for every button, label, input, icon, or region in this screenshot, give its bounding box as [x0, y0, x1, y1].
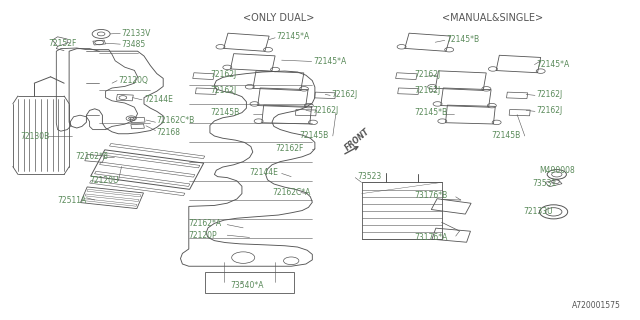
Text: 72144E: 72144E: [144, 95, 173, 104]
Text: 73540*A: 73540*A: [230, 281, 264, 290]
Text: FRONT: FRONT: [344, 127, 372, 153]
Text: 73176*B: 73176*B: [415, 191, 448, 200]
Text: 72162F: 72162F: [275, 144, 303, 153]
Text: 72145*B: 72145*B: [447, 35, 480, 44]
Text: <ONLY DUAL>: <ONLY DUAL>: [243, 12, 314, 23]
Text: 72145*B: 72145*B: [415, 108, 448, 117]
Text: 72168: 72168: [157, 128, 181, 137]
Text: 72145*A: 72145*A: [314, 57, 347, 66]
Text: 72162*B: 72162*B: [76, 152, 109, 161]
Text: 72145B: 72145B: [300, 131, 329, 140]
Text: 73523: 73523: [357, 172, 381, 181]
Text: 72152F: 72152F: [48, 39, 76, 48]
Text: <MANUAL&SINGLE>: <MANUAL&SINGLE>: [442, 12, 543, 23]
Text: 72162J: 72162J: [210, 70, 236, 79]
Text: 72133U: 72133U: [524, 207, 553, 216]
Text: 72162J: 72162J: [536, 106, 563, 115]
Text: 72162C*B: 72162C*B: [157, 116, 195, 125]
Text: 72120P: 72120P: [189, 231, 218, 240]
Text: 72162J: 72162J: [312, 106, 339, 115]
Text: 72162C*A: 72162C*A: [272, 188, 310, 197]
Text: A720001575: A720001575: [572, 301, 621, 310]
Text: 72162*A: 72162*A: [189, 219, 222, 228]
Text: 72162J: 72162J: [210, 86, 236, 95]
Text: 73176*A: 73176*A: [415, 233, 448, 242]
Text: 72162J: 72162J: [415, 86, 441, 95]
Text: 72130B: 72130B: [20, 132, 50, 140]
Text: 73531: 73531: [532, 179, 557, 188]
Text: 72145B: 72145B: [492, 131, 521, 140]
Text: 72162J: 72162J: [415, 70, 441, 79]
Text: 72144E: 72144E: [250, 168, 278, 177]
Text: 72120Q: 72120Q: [118, 76, 148, 85]
Text: 72145*A: 72145*A: [276, 32, 310, 41]
Text: 72120U: 72120U: [90, 176, 119, 185]
Text: 72162J: 72162J: [332, 90, 358, 99]
Text: 72511A: 72511A: [58, 196, 87, 205]
Text: 72162J: 72162J: [536, 90, 563, 99]
Text: 72145*A: 72145*A: [536, 60, 570, 69]
Text: M490008: M490008: [539, 166, 575, 175]
Text: 72133V: 72133V: [122, 29, 151, 38]
Text: 72145B: 72145B: [210, 108, 239, 117]
Text: 73485: 73485: [122, 40, 146, 49]
